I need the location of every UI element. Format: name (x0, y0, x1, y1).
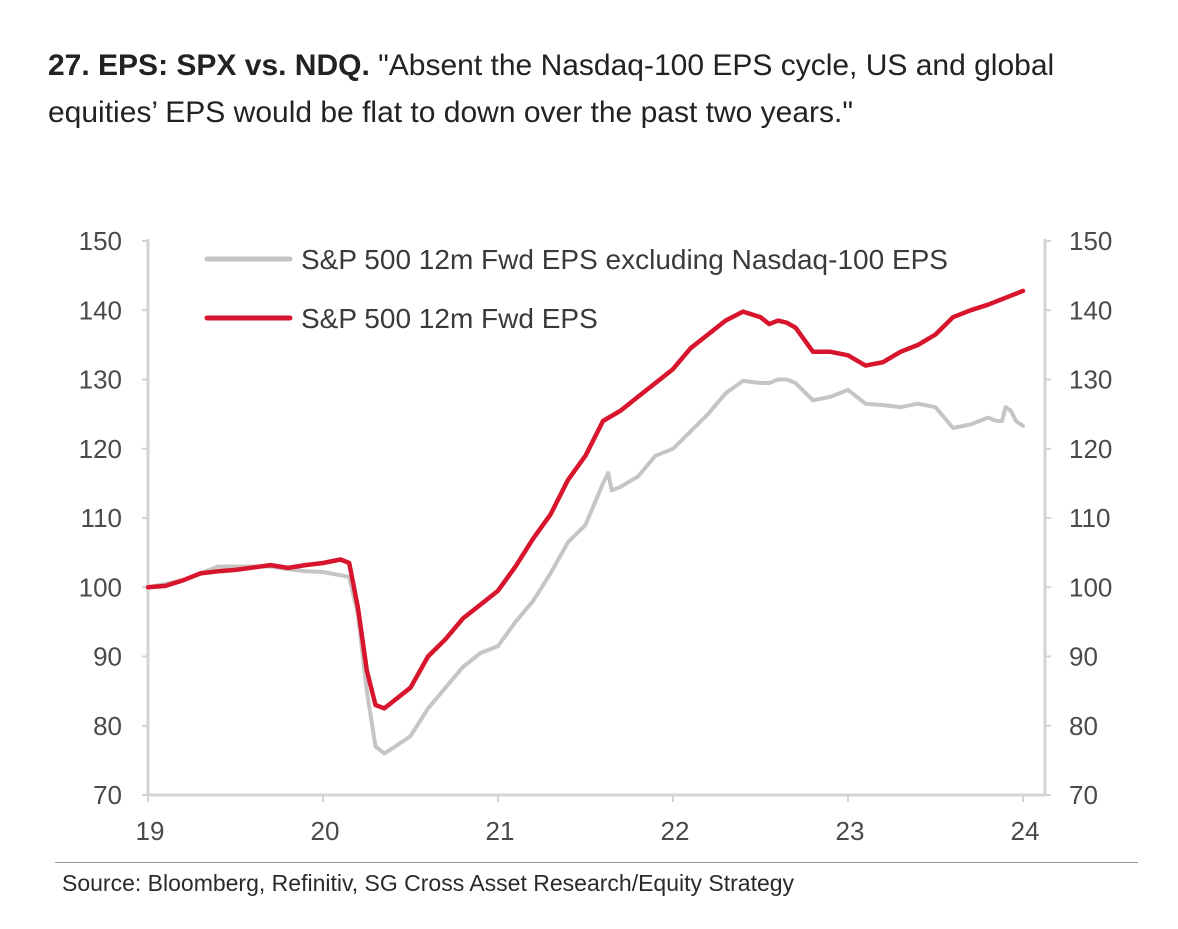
series-lines (145, 288, 1026, 756)
x-tick-label: 24 (1011, 816, 1040, 846)
axes: 150 140 130 120 110 100 90 80 70 150 140 130 120 110 1… (79, 226, 1113, 846)
y-tick-label-left: 120 (79, 434, 122, 464)
chart-header: 27. EPS: SPX vs. NDQ. "Absent the Nasdaq… (48, 42, 1138, 136)
y-tick-label-left: 150 (79, 226, 122, 256)
source-note: Source: Bloomberg, Refinitiv, SG Cross A… (62, 870, 795, 896)
y-tick-label-left: 90 (93, 642, 122, 672)
y-tick-label-left: 110 (81, 503, 122, 533)
chart-quote: "Absent the Nasdaq-100 EPS cycle, US and… (48, 49, 1055, 129)
y-tick-label-right: 110 (1069, 503, 1110, 533)
y-tick-label-right: 130 (1069, 365, 1112, 395)
y-tick-label-right: 120 (1069, 434, 1112, 464)
chart-number-title: 27. EPS: SPX vs. NDQ. (48, 49, 370, 82)
divider (55, 862, 1138, 863)
y-tick-label-left: 140 (79, 295, 122, 325)
y-tick-label-left: 130 (79, 365, 122, 395)
series-line-excluding-nasdaq (146, 377, 1025, 756)
series-line-sp500 (145, 288, 1026, 711)
y-tick-label-left: 70 (93, 780, 122, 810)
legend-label-excluding-nasdaq: S&P 500 12m Fwd EPS excluding Nasdaq-100… (301, 244, 948, 275)
y-tick-label-right: 150 (1069, 226, 1112, 256)
y-tick-label-right: 140 (1069, 295, 1112, 325)
y-tick-label-right: 70 (1069, 780, 1098, 810)
x-tick-label: 22 (661, 816, 690, 846)
y-tick-label-right: 100 (1069, 572, 1112, 602)
y-tick-label-right: 90 (1069, 642, 1098, 672)
x-tick-label: 23 (836, 816, 865, 846)
y-tick-label-left: 100 (79, 572, 122, 602)
y-tick-label-left: 80 (93, 711, 122, 741)
legend: S&P 500 12m Fwd EPS excluding Nasdaq-100… (204, 244, 948, 334)
legend-label-sp500: S&P 500 12m Fwd EPS (301, 303, 598, 334)
x-tick-label: 19 (136, 816, 165, 846)
x-tick-label: 21 (486, 816, 515, 846)
x-tick-label: 20 (311, 816, 340, 846)
y-tick-label-right: 80 (1069, 711, 1098, 741)
